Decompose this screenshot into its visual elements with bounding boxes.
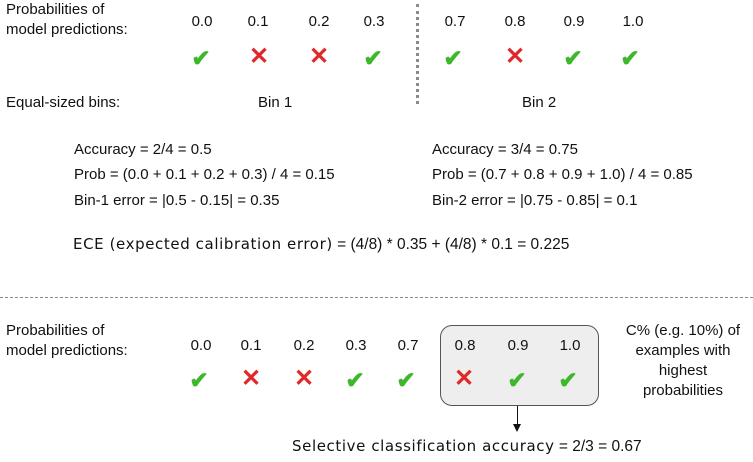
check-mark-icon: ✔ [507,367,527,393]
top-value: 0.7 [444,13,466,30]
ece-formula: = (4/8) * 0.35 + (4/8) * 0.1 = 0.225 [332,236,570,253]
cross-mark-icon: ✕ [248,43,270,70]
selective-accuracy-term: Selective classification accuracy [292,437,555,455]
section-divider [0,297,753,298]
selective-accuracy-equation: Selective classification accuracy = 2/3 … [292,437,642,456]
selected-examples-box [440,325,599,406]
bottom-value: 0.3 [345,337,367,354]
bin-divider [416,4,419,104]
bottom-value: 0.2 [293,337,315,354]
arrow-head-icon [513,424,521,432]
cross-mark-icon: ✕ [293,365,315,392]
cross-mark-icon: ✕ [504,43,526,70]
bottom-value: 0.8 [454,337,476,354]
arrow-down-icon [517,406,518,428]
check-mark-icon: ✔ [191,45,211,71]
bin-1-error: Bin-1 error = |0.5 - 0.15| = 0.35 [74,192,280,209]
bottom-value: 0.1 [240,337,262,354]
note-line: examples with [635,342,731,359]
bottom-value: 0.7 [397,337,419,354]
bottom-prob-label-2: model predictions: [6,342,128,359]
top-prob-label-2: model predictions: [6,21,128,38]
bin-2-label: Bin 2 [522,94,557,111]
cross-mark-icon: ✕ [308,43,330,70]
top-value: 0.1 [247,13,269,30]
bins-label: Equal-sized bins: [6,94,121,111]
check-mark-icon: ✔ [363,45,383,71]
cross-mark-icon: ✕ [453,365,475,392]
bottom-value: 0.9 [507,337,529,354]
check-mark-icon: ✔ [563,45,583,71]
check-mark-icon: ✔ [345,367,365,393]
bin-1-accuracy: Accuracy = 2/4 = 0.5 [74,141,212,158]
bin-1-label: Bin 1 [258,94,293,111]
cross-mark-icon: ✕ [240,365,262,392]
check-mark-icon: ✔ [443,45,463,71]
top-value: 0.8 [504,13,526,30]
top-value: 0.9 [563,13,585,30]
note-line: highest [658,362,708,379]
selection-note: C% (e.g. 10%) of examples with highest p… [598,321,753,401]
top-value: 1.0 [622,13,644,30]
bottom-value: 0.0 [190,337,212,354]
check-mark-icon: ✔ [189,367,209,393]
bin-2-accuracy: Accuracy = 3/4 = 0.75 [432,141,578,158]
note-line: probabilities [642,382,724,399]
bin-2-error: Bin-2 error = |0.75 - 0.85| = 0.1 [432,192,638,209]
check-mark-icon: ✔ [620,45,640,71]
bottom-value: 1.0 [559,337,581,354]
check-mark-icon: ✔ [396,367,416,393]
ece-term: ECE (expected calibration error) [73,235,333,253]
bin-2-prob: Prob = (0.7 + 0.8 + 0.9 + 1.0) / 4 = 0.8… [432,166,693,183]
top-value: 0.2 [308,13,330,30]
note-line: C% (e.g. 10%) of [625,322,741,339]
top-prob-label-1: Probabilities of [6,1,105,18]
selective-accuracy-formula: = 2/3 = 0.67 [554,438,642,455]
ece-equation: ECE (expected calibration error) = (4/8)… [73,235,569,254]
top-value: 0.3 [363,13,385,30]
bottom-prob-label-1: Probabilities of [6,322,105,339]
bin-1-prob: Prob = (0.0 + 0.1 + 0.2 + 0.3) / 4 = 0.1… [74,166,335,183]
top-value: 0.0 [191,13,213,30]
check-mark-icon: ✔ [558,367,578,393]
